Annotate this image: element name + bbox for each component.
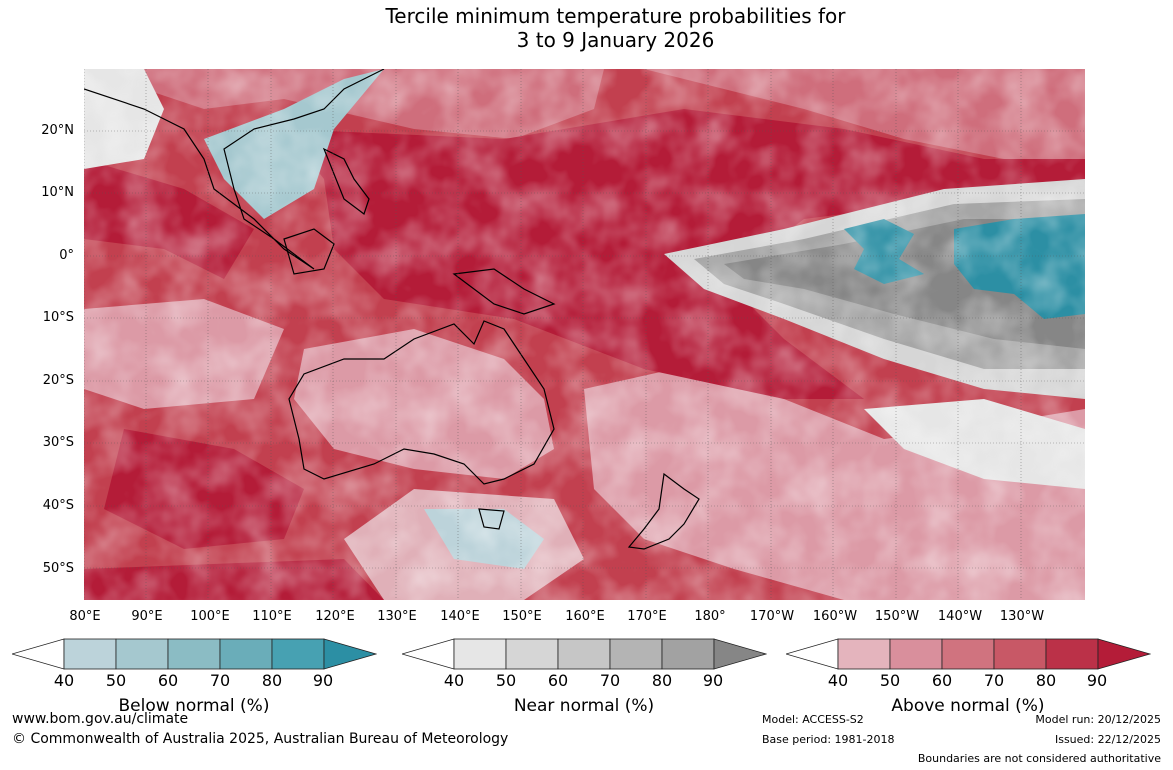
below-normal-colorbar (12, 638, 377, 670)
lat-label: 0° (59, 248, 74, 263)
colorbar-tick: 50 (879, 671, 901, 690)
issued-text: Issued: 22/12/2025 (1054, 733, 1161, 746)
colorbar-extend-low (12, 638, 65, 670)
colorbar-cell (837, 638, 891, 670)
colorbar-tick: 90 (702, 671, 724, 690)
colorbar-tick: 60 (157, 671, 179, 690)
colorbar-cell (941, 638, 995, 670)
map-title-line1: Tercile minimum temperature probabilitie… (385, 4, 846, 28)
tasmania-coastline (478, 508, 505, 530)
asia-coastline (84, 69, 385, 270)
borneo-coastline (283, 228, 335, 275)
colorbar-extend-high (1097, 638, 1151, 670)
lat-label: 10°S (42, 310, 74, 325)
lon-label: 160°E (565, 609, 605, 624)
lon-label: 140°E (440, 609, 480, 624)
below-normal-label: Below normal (%) (118, 696, 270, 716)
lat-label: 30°S (42, 435, 74, 450)
above-normal-colorbar (786, 638, 1151, 670)
colorbar-tick: 80 (1035, 671, 1057, 690)
colorbar-extend-high (713, 638, 767, 670)
colorbar-tick: 90 (312, 671, 334, 690)
lat-label: 20°N (41, 123, 74, 138)
colorbar-tick: 60 (547, 671, 569, 690)
colorbar-cell (609, 638, 663, 670)
colorbar-cell (889, 638, 943, 670)
colorbar-cell (453, 638, 507, 670)
model-run-text: Model run: 20/12/2025 (1035, 713, 1161, 726)
lon-label: 130°W (999, 609, 1045, 624)
lat-label: 20°S (42, 373, 74, 388)
colorbar-tick: 60 (931, 671, 953, 690)
colorbar-cell (115, 638, 169, 670)
colorbar-cell (271, 638, 325, 670)
colorbar-tick: 70 (209, 671, 231, 690)
colorbar-extend-high (323, 638, 377, 670)
base-period-text: Base period: 1981-2018 (762, 733, 895, 746)
map-title: Tercile minimum temperature probabilitie… (0, 4, 1173, 52)
gridlines (84, 69, 1085, 600)
colorbar-cell (167, 638, 221, 670)
lon-label: 170°W (749, 609, 795, 624)
colorbar-extend-low (786, 638, 839, 670)
colorbar-tick: 90 (1086, 671, 1108, 690)
lat-label: 50°S (42, 561, 74, 576)
philippines-coastline (322, 147, 370, 215)
lon-label: 120°E (315, 609, 355, 624)
colorbar-cell (219, 638, 273, 670)
colorbar-extend-low (402, 638, 455, 670)
colorbar-tick: 70 (599, 671, 621, 690)
above-normal-colorbar-cells (786, 638, 1151, 670)
probability-map (84, 69, 1085, 600)
colorbar-cell (661, 638, 715, 670)
colorbar-tick: 50 (105, 671, 127, 690)
map-title-line2: 3 to 9 January 2026 (516, 28, 715, 52)
colorbar-tick: 50 (495, 671, 517, 690)
colorbar-tick: 40 (53, 671, 75, 690)
colorbar-cell (1045, 638, 1099, 670)
lon-label: 80°E (69, 609, 101, 624)
colorbar-tick: 80 (261, 671, 283, 690)
lon-label: 150°W (874, 609, 920, 624)
colorbar-tick: 70 (983, 671, 1005, 690)
lon-label: 180° (694, 609, 726, 624)
lon-label: 170°E (627, 609, 667, 624)
near-normal-colorbar-cells (402, 638, 767, 670)
low-probability-speckle (84, 69, 1085, 600)
lon-label: 130°E (377, 609, 417, 624)
colorbar-cell (557, 638, 611, 670)
lon-label: 140°W (937, 609, 983, 624)
colorbar-tick: 80 (651, 671, 673, 690)
near-normal-colorbar (402, 638, 767, 670)
copyright-text: © Commonwealth of Australia 2025, Austra… (12, 731, 509, 747)
lat-label: 10°N (41, 185, 74, 200)
lon-label: 110°E (252, 609, 292, 624)
lon-label: 90°E (131, 609, 163, 624)
website-text: www.bom.gov.au/climate (12, 711, 189, 727)
new-guinea-coastline (452, 268, 556, 315)
lat-label: 40°S (42, 498, 74, 513)
coastlines (84, 69, 700, 550)
above-normal-label: Above normal (%) (891, 696, 1045, 716)
lon-label: 160°W (812, 609, 858, 624)
new-zealand-coastline (627, 472, 700, 550)
colorbar-tick: 40 (827, 671, 849, 690)
colorbar-cell (993, 638, 1047, 670)
near-normal-label: Near normal (%) (513, 696, 655, 716)
boundaries-note: Boundaries are not considered authoritat… (917, 752, 1161, 765)
colorbar-cell (505, 638, 559, 670)
model-text: Model: ACCESS-S2 (762, 713, 864, 726)
lon-label: 100°E (190, 609, 230, 624)
below-normal-colorbar-cells (12, 638, 377, 670)
colorbar-tick: 40 (443, 671, 465, 690)
colorbar-cell (63, 638, 117, 670)
lon-label: 150°E (502, 609, 542, 624)
australia-coastline (288, 320, 555, 485)
